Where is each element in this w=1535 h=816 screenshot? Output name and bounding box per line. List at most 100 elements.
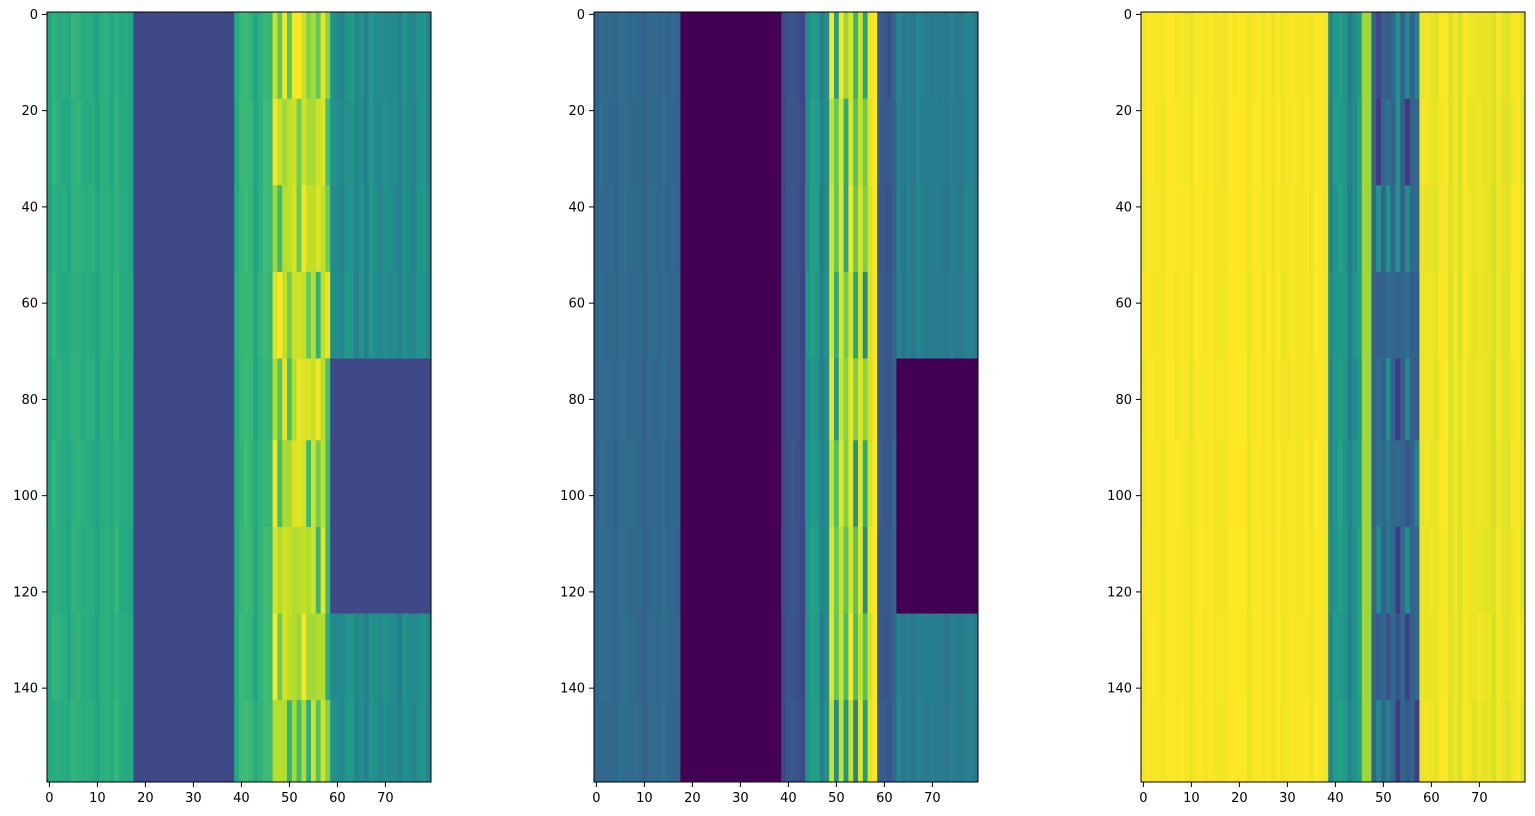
heatmap-cell	[1203, 271, 1209, 359]
heatmap-cell	[219, 613, 225, 701]
heatmap-cell	[138, 98, 144, 186]
heatmap-cell	[1357, 271, 1363, 359]
heatmap-cell	[171, 440, 177, 528]
heatmap-cell	[1491, 700, 1497, 783]
heatmap-cell	[330, 613, 336, 701]
heatmap-cell	[853, 440, 859, 528]
heatmap-cell	[608, 185, 614, 273]
heatmap-cell	[810, 98, 816, 186]
heatmap-cell	[147, 613, 153, 701]
heatmap-cell	[886, 440, 892, 528]
heatmap-cell	[738, 358, 744, 441]
heatmap-cell	[176, 98, 182, 186]
heatmap-cell	[407, 98, 413, 186]
heatmap-cell	[373, 440, 379, 528]
heatmap-cell	[781, 98, 787, 186]
heatmap-cell	[359, 526, 365, 614]
heatmap-cell	[834, 526, 840, 614]
heatmap-cell	[939, 526, 945, 614]
heatmap-cell	[862, 185, 868, 273]
heatmap-cell	[1510, 613, 1516, 701]
heatmap-cell	[1467, 613, 1473, 701]
heatmap-cell	[757, 613, 763, 701]
heatmap-cell	[704, 613, 710, 701]
heatmap-cell	[790, 185, 796, 273]
heatmap-cell	[219, 358, 225, 441]
heatmap-cell	[243, 358, 249, 441]
heatmap-cell	[1337, 271, 1343, 359]
heatmap-cell	[795, 440, 801, 528]
heatmap-cell	[1189, 440, 1195, 528]
heatmap-cell	[862, 613, 868, 701]
heatmap-cell	[306, 440, 312, 528]
heatmap-cell	[814, 358, 820, 441]
heatmap-cell	[200, 185, 206, 273]
heatmap-cell	[234, 12, 240, 100]
heatmap-cell	[1515, 700, 1521, 783]
heatmap-cell	[167, 526, 173, 614]
heatmap-cell	[747, 12, 753, 100]
heatmap-cell	[85, 98, 91, 186]
heatmap-cell	[90, 358, 96, 441]
heatmap-cell	[66, 98, 72, 186]
heatmap-cell	[1424, 271, 1430, 359]
heatmap-cell	[1193, 526, 1199, 614]
heatmap-cell	[1275, 700, 1281, 783]
heatmap-cell	[920, 440, 926, 528]
heatmap-cell	[171, 12, 177, 100]
heatmap-cell	[1501, 613, 1507, 701]
heatmap-cell	[210, 440, 216, 528]
heatmap-cell	[1448, 271, 1454, 359]
heatmap-cell	[306, 185, 312, 273]
heatmap-cell	[263, 700, 269, 783]
heatmap-cell	[138, 271, 144, 359]
heatmap-cell	[291, 526, 297, 614]
heatmap-cell	[191, 12, 197, 100]
heatmap-cell	[1304, 700, 1310, 783]
heatmap-cell	[397, 98, 403, 186]
heatmap-cell	[930, 271, 936, 359]
heatmap-cell	[891, 613, 897, 701]
heatmap-cell	[287, 526, 293, 614]
heatmap-cell	[205, 613, 211, 701]
heatmap-cell	[128, 440, 134, 528]
heatmap-cell	[1366, 271, 1372, 359]
heatmap-cell	[1261, 271, 1267, 359]
heatmap-cell	[1198, 12, 1204, 100]
heatmap-cell	[1169, 271, 1175, 359]
heatmap-cell	[210, 12, 216, 100]
heatmap-cell	[651, 700, 657, 783]
heatmap-cell	[373, 700, 379, 783]
heatmap-cell	[800, 185, 806, 273]
heatmap-cell	[1496, 358, 1502, 441]
heatmap-cell	[1304, 613, 1310, 701]
heatmap-cell	[1174, 358, 1180, 441]
heatmap-cell	[742, 185, 748, 273]
heatmap-cell	[646, 440, 652, 528]
heatmap-cell	[738, 271, 744, 359]
heatmap-cell	[1385, 358, 1391, 441]
heatmap-cell	[373, 12, 379, 100]
heatmap-cell	[296, 98, 302, 186]
heatmap-cell	[320, 358, 326, 441]
heatmap-cell	[147, 700, 153, 783]
heatmap-cell	[618, 526, 624, 614]
heatmap-cell	[814, 700, 820, 783]
heatmap-cell	[690, 526, 696, 614]
heatmap-cell	[1222, 613, 1228, 701]
y-tick-label: 0	[1124, 8, 1132, 23]
heatmap-cell	[1256, 358, 1262, 441]
heatmap-cell	[383, 526, 389, 614]
heatmap-cell	[128, 98, 134, 186]
heatmap-cell	[1232, 271, 1238, 359]
heatmap-cell	[1323, 12, 1329, 100]
heatmap-cell	[1179, 440, 1185, 528]
heatmap-cell	[1309, 12, 1315, 100]
heatmap-cell	[1256, 12, 1262, 100]
heatmap-cell	[1241, 700, 1247, 783]
heatmap-cell	[1409, 358, 1415, 441]
heatmap-cell	[162, 185, 168, 273]
heatmap-cell	[1438, 358, 1444, 441]
heatmap-cell	[426, 12, 432, 100]
heatmap-cell	[795, 700, 801, 783]
